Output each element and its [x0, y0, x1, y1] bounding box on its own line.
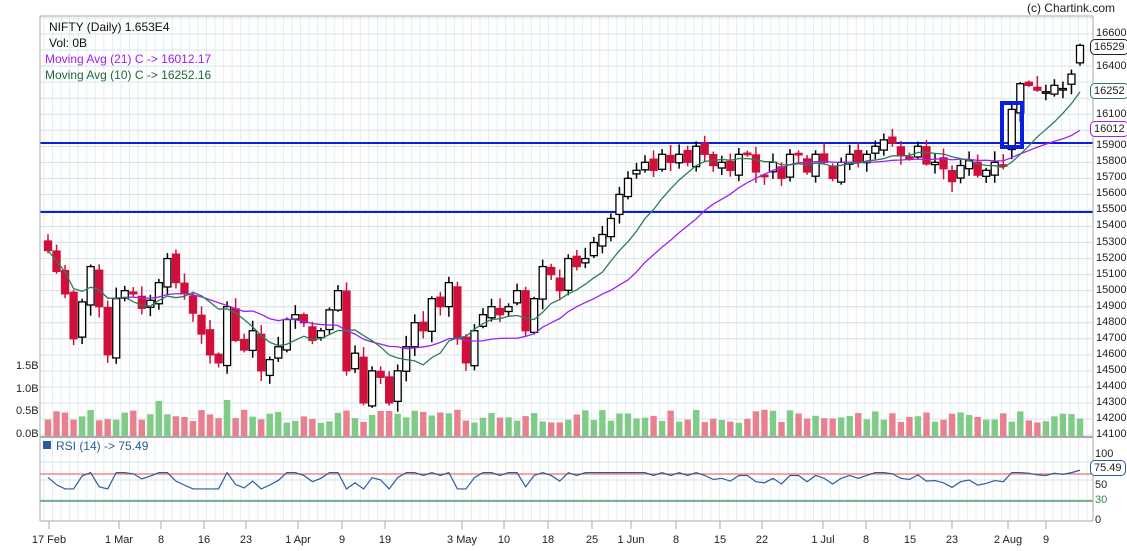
chart-frame: [39, 15, 1094, 529]
date-tick: 1 Mar: [104, 534, 134, 546]
price-tick: 15600: [1096, 187, 1127, 200]
price-tick: 14100: [1096, 428, 1127, 440]
date-tick: 1 Jul: [811, 534, 835, 546]
ma21-legend: Moving Avg (21) C -> 16012.17: [45, 52, 212, 66]
ma10-price-tag: 16252: [1090, 83, 1127, 99]
price-tick: 14600: [1096, 347, 1127, 360]
date-tick: 9: [338, 534, 346, 546]
chart-title: NIFTY (Daily) 1.653E4: [49, 20, 170, 34]
date-tick: 8: [672, 534, 680, 546]
highlight-box: [1000, 101, 1024, 149]
price-tick: 15700: [1096, 171, 1127, 184]
date-tick: 22: [755, 534, 769, 546]
price-tick: 16600: [1096, 27, 1127, 39]
price-tick: 14200: [1096, 411, 1127, 424]
date-tick: 1 Jun: [617, 534, 645, 546]
price-tick: 14900: [1096, 299, 1127, 312]
volume-bars: [44, 399, 1084, 436]
date-tick: 15: [713, 534, 727, 546]
rsi-value-tag: 75.49: [1090, 460, 1126, 476]
rsi-tick: 0: [1095, 514, 1102, 526]
date-tick: 2 Aug: [993, 534, 1023, 546]
price-tick: 14700: [1096, 331, 1127, 344]
date-tick: 8: [862, 534, 870, 546]
volume-tick: 0.5B: [16, 405, 39, 417]
date-tick: 1 Apr: [285, 534, 311, 546]
date-tick: 18: [541, 534, 555, 546]
rsi-tick: 50: [1095, 479, 1108, 491]
price-tick: 14500: [1096, 363, 1127, 376]
date-tick: 17 Feb: [31, 534, 67, 546]
volume-label: Vol: 0B: [49, 36, 88, 50]
rsi-legend-text: RSI (14) -> 75.49: [56, 439, 149, 453]
date-tick: 25: [585, 534, 599, 546]
candlesticks: [43, 43, 1085, 412]
price-tick: 15500: [1096, 203, 1127, 216]
price-tick: 15900: [1096, 139, 1127, 152]
chartink-credit: (c) Chartink.com: [1026, 1, 1115, 15]
price-tick: 16400: [1096, 60, 1127, 72]
rsi-panel: [40, 469, 1093, 502]
price-tick: 14300: [1096, 395, 1127, 408]
ma10-legend: Moving Avg (10) C -> 16252.16: [45, 68, 212, 82]
rsi-legend-swatch-icon: [43, 441, 51, 449]
volume-tick: 0.0B: [16, 428, 39, 440]
price-tick: 16100: [1096, 108, 1127, 120]
date-tick: 8: [157, 534, 165, 546]
price-tick: 15100: [1096, 267, 1127, 280]
ma21-line: [90, 129, 1081, 350]
price-tick: 15800: [1096, 155, 1127, 168]
price-tick: 15300: [1096, 235, 1127, 248]
date-tick: 3 May: [447, 534, 477, 546]
date-tick: 23: [945, 534, 959, 546]
date-tick: 19: [378, 534, 392, 546]
volume-tick: 1.5B: [16, 360, 39, 372]
price-tick: 15000: [1096, 283, 1127, 296]
date-tick: 9: [1042, 534, 1050, 546]
date-tick: 10: [497, 534, 511, 546]
last-price-tag: 16529: [1090, 39, 1127, 55]
date-tick: 15: [903, 534, 917, 546]
price-tick: 15400: [1096, 219, 1127, 232]
ma10-line: [47, 91, 1081, 366]
volume-tick: 1.0B: [16, 383, 39, 395]
price-tick: 14800: [1096, 315, 1127, 328]
price-tick: 15200: [1096, 251, 1127, 264]
rsi-tick: 30: [1095, 494, 1108, 506]
rsi-legend: RSI (14) -> 75.49: [43, 439, 148, 453]
date-tick: 16: [197, 534, 211, 546]
date-tick: 23: [239, 534, 253, 546]
price-tick: 14400: [1096, 379, 1127, 392]
ma21-price-tag: 16012: [1090, 121, 1127, 137]
rsi-tick: 100: [1095, 448, 1114, 460]
